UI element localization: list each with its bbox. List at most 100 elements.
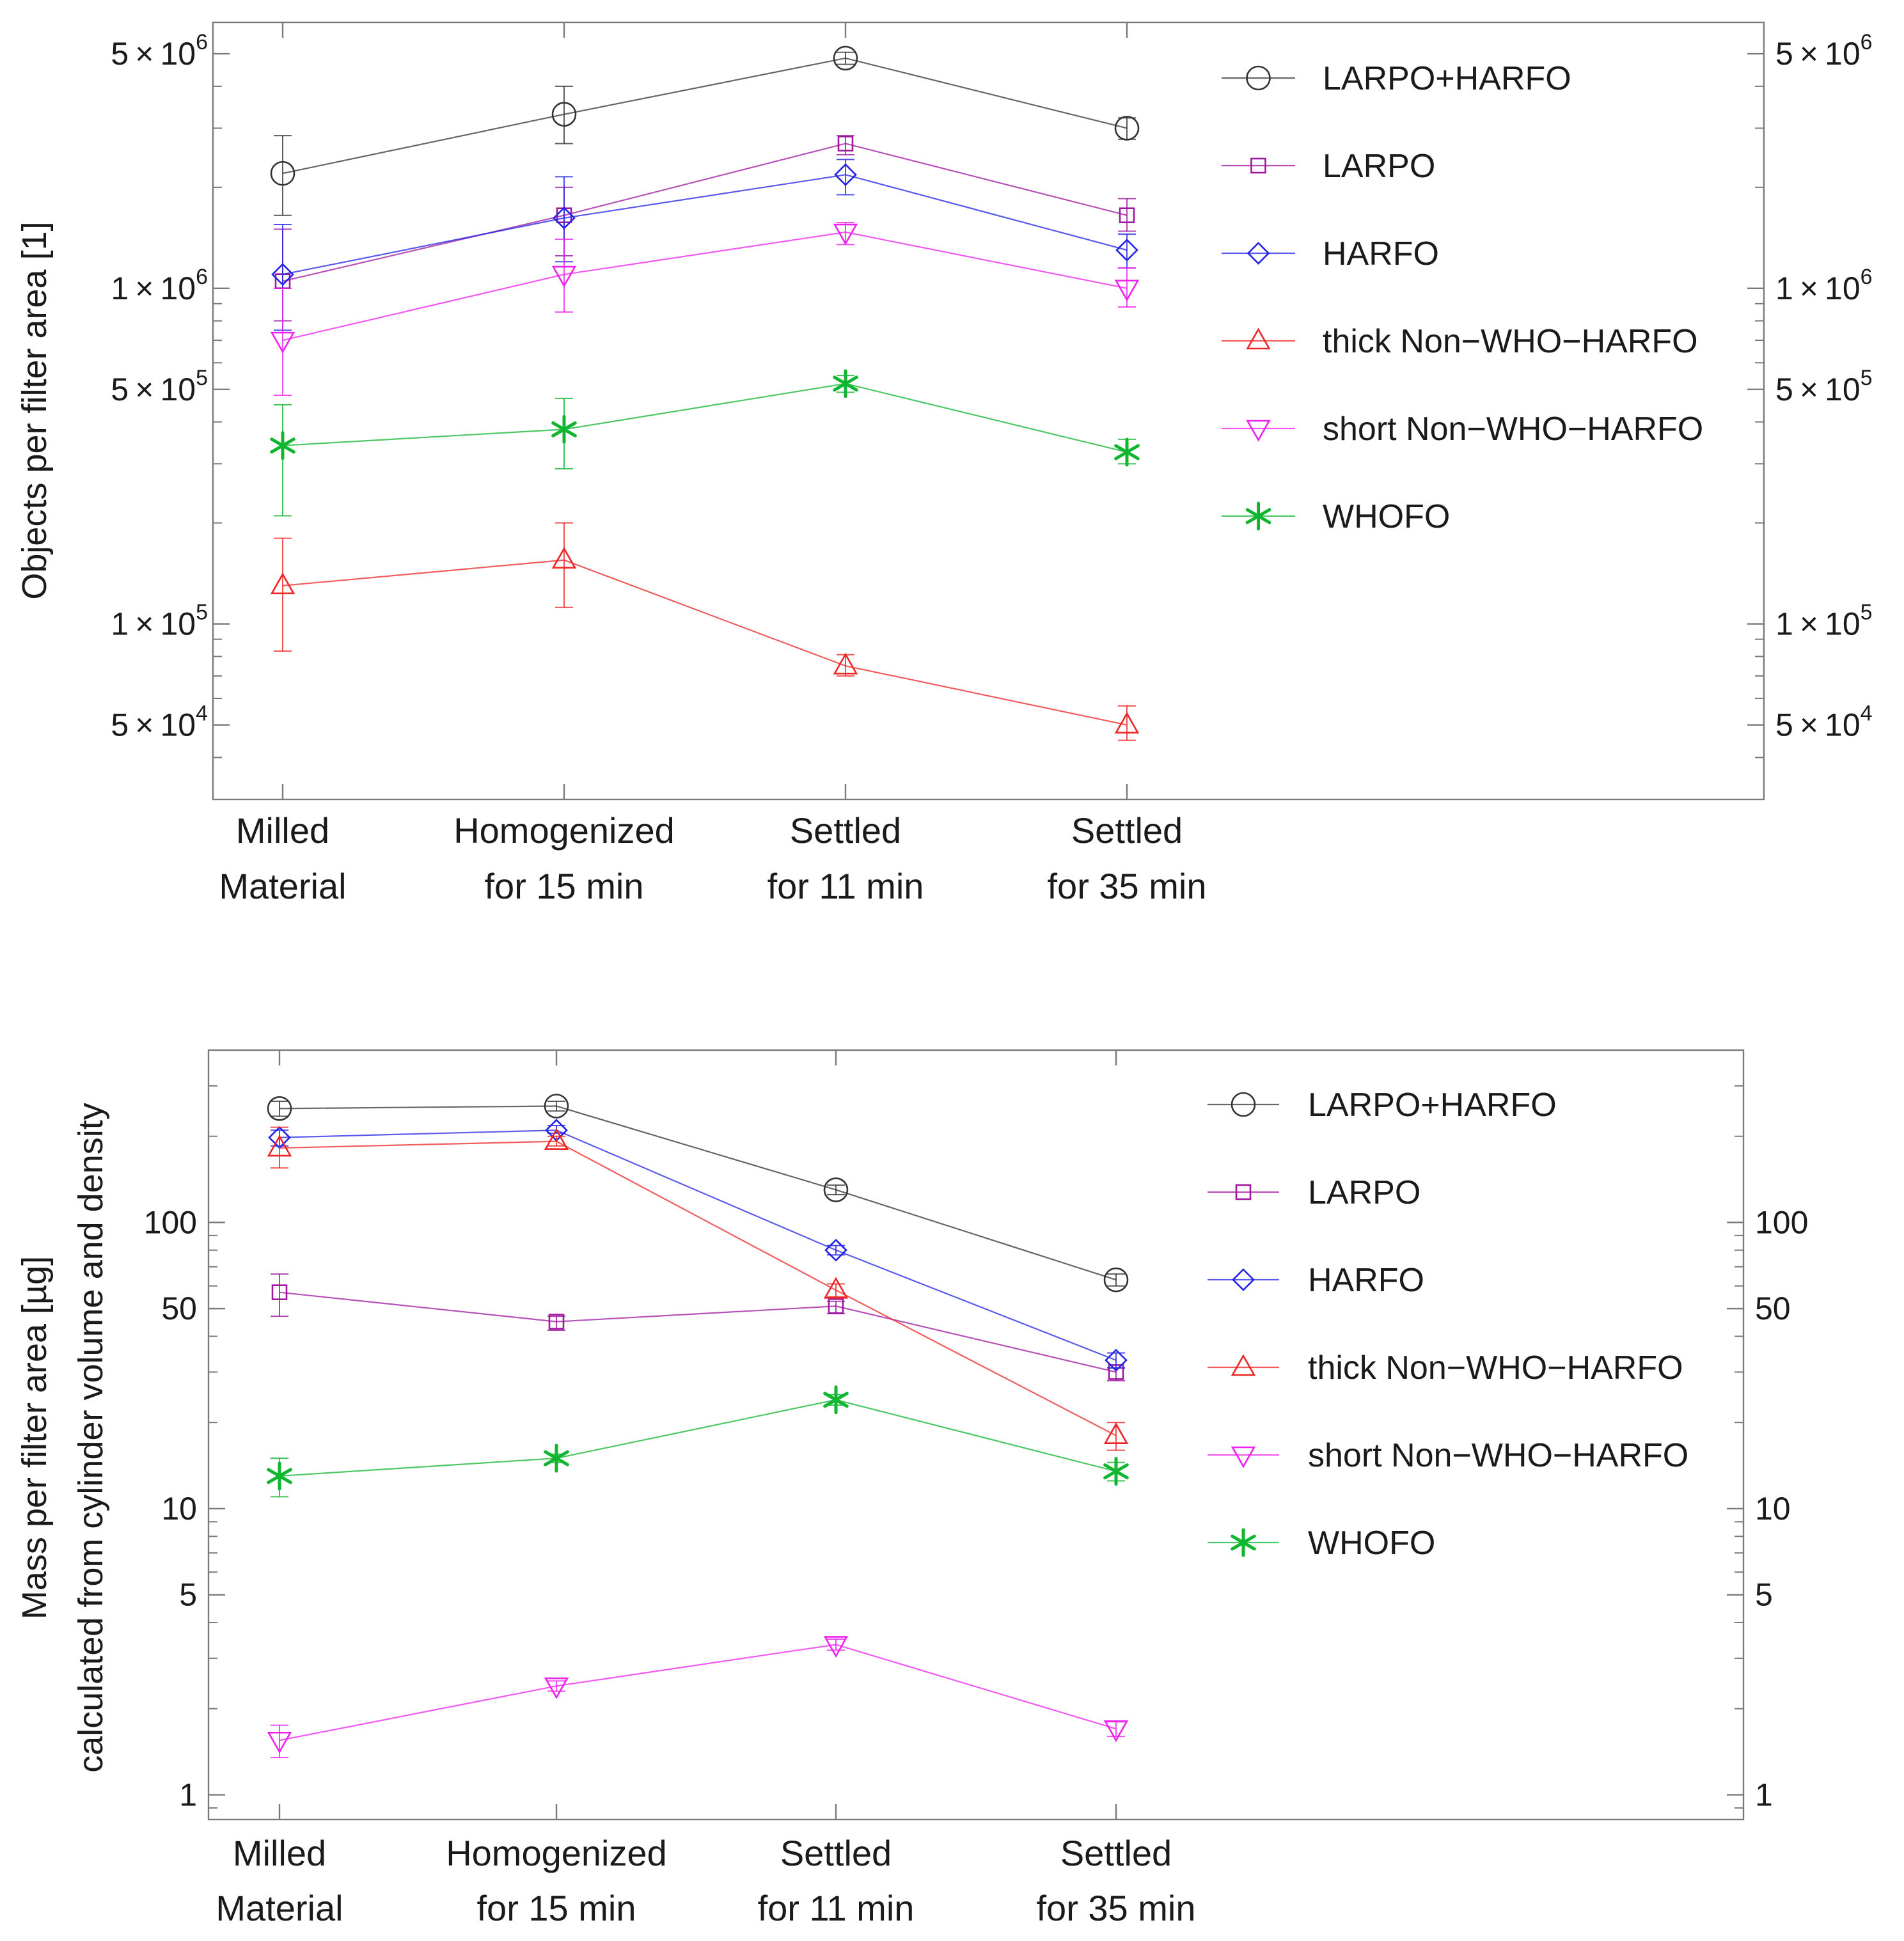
data-point (828, 1298, 844, 1314)
data-point (551, 102, 577, 127)
y-tick-label-left: 5 (179, 1577, 197, 1613)
series-line-thick-non-who-harfo (279, 1140, 1117, 1436)
legend: LARPO+HARFO LARPO HARFO thick Non−WHO−HARFO… (1208, 1087, 1688, 1562)
series-whofo (270, 369, 1140, 517)
data-point (553, 207, 576, 230)
x-category-label: for 35 min (1048, 866, 1207, 906)
legend-label: short Non−WHO−HARFO (1308, 1437, 1688, 1474)
data-point (544, 1094, 569, 1119)
x-category-label: for 15 min (477, 1888, 636, 1928)
legend-label: HARFO (1323, 235, 1439, 272)
legend-marker (1246, 420, 1271, 442)
data-point (271, 1284, 288, 1300)
x-category-label: for 11 min (767, 866, 924, 906)
legend-marker (1231, 1092, 1256, 1117)
legend-entry-larpo: LARPO (1222, 148, 1435, 185)
y-tick-label-left: 100 (144, 1204, 197, 1240)
legend-marker (1232, 1268, 1255, 1291)
data-point (823, 1636, 849, 1658)
series-whofo (267, 1385, 1129, 1498)
legend-entry-thick-non-who-harfo: thick Non−WHO−HARFO (1222, 323, 1698, 360)
objects-per-area-chart: 5 × 106 5 × 106 1 × 106 1 × 106 5 × 105 5 × 1… (15, 21, 1873, 906)
legend-label: WHOFO (1323, 498, 1450, 535)
y-tick-label-right: 1 (1755, 1777, 1773, 1812)
y-tick-label-left: 10 (161, 1491, 197, 1527)
series-thick-non-who-harfo (267, 1126, 1129, 1451)
data-point (1114, 711, 1140, 734)
data-point (270, 161, 295, 186)
legend-marker (1246, 327, 1271, 350)
data-point (544, 1128, 569, 1150)
legend-label: LARPO (1308, 1174, 1420, 1211)
legend-label: WHOFO (1308, 1525, 1435, 1562)
series-line-larpo-harfo (279, 1105, 1117, 1281)
data-point (833, 45, 858, 71)
y-tick-label-left: 1 (179, 1777, 197, 1812)
series-line-thick-non-who-harfo (282, 559, 1128, 726)
y-tick-label-right: 5 × 105 (1775, 366, 1873, 407)
y-axis-label: Objects per filter area [1] (15, 221, 54, 599)
series-line-larpo-harfo (282, 57, 1128, 175)
legend: LARPO+HARFO LARPO HARFO thick Non−WHO−HARFO… (1222, 60, 1703, 535)
data-point (1119, 207, 1135, 223)
data-point (1103, 1422, 1129, 1444)
data-point (270, 331, 295, 354)
x-category-label: for 35 min (1037, 1888, 1196, 1928)
data-point (1103, 1267, 1129, 1293)
series-line-larpo (282, 143, 1128, 282)
legend-marker (1245, 501, 1271, 531)
legend-label: LARPO+HARFO (1323, 60, 1571, 97)
legend-marker (1231, 1354, 1256, 1376)
series-thick-non-who-harfo (270, 522, 1140, 741)
data-point (267, 1135, 292, 1157)
data-point (544, 1677, 569, 1699)
x-category-label: Material (216, 1888, 343, 1928)
legend-entry-short-non-who-harfo: short Non−WHO−HARFO (1208, 1437, 1688, 1474)
y-tick-label-right: 50 (1755, 1291, 1791, 1326)
y-tick-label-left: 1 × 105 (111, 601, 208, 642)
data-point (823, 1277, 849, 1299)
series-short-non-who-harfo (267, 1636, 1129, 1759)
data-point (823, 1385, 849, 1415)
x-category-label: Material (219, 866, 346, 906)
y-tick-label-right: 5 × 106 (1775, 30, 1873, 72)
series-line-short-non-who-harfo (279, 1644, 1117, 1741)
y-tick-label-left: 1 × 106 (111, 265, 208, 306)
x-category-label: Milled (236, 810, 329, 851)
legend-entry-whofo: WHOFO (1208, 1525, 1435, 1562)
legend-entry-harfo: HARFO (1208, 1262, 1424, 1299)
x-category-label: Settled (1060, 1833, 1172, 1873)
x-category-label: Settled (1071, 810, 1183, 851)
x-category-label: Settled (790, 810, 901, 851)
data-point (1114, 437, 1140, 467)
data-point (1103, 1720, 1129, 1742)
data-point (824, 1238, 847, 1262)
data-point (270, 572, 295, 595)
data-point (551, 265, 577, 288)
data-point (551, 414, 577, 444)
y-tick-label-left: 50 (161, 1291, 197, 1326)
y-tick-label-right: 10 (1755, 1491, 1791, 1527)
x-category-label: Homogenized (446, 1833, 667, 1873)
legend-marker (1250, 157, 1266, 174)
series-line-harfo (282, 174, 1128, 276)
legend-marker (1246, 65, 1271, 91)
x-category-label: Settled (780, 1833, 892, 1873)
y-axis-label: Mass per filter area [µg] (15, 1256, 54, 1619)
legend-marker (1235, 1184, 1252, 1200)
legend-label: thick Non−WHO−HARFO (1323, 323, 1698, 360)
legend-entry-larpo-harfo: LARPO+HARFO (1222, 60, 1571, 97)
data-point (1105, 1349, 1128, 1372)
y-tick-label-left: 5 × 106 (111, 30, 208, 72)
data-point (267, 1731, 292, 1754)
legend-entry-whofo: WHOFO (1222, 498, 1450, 535)
mass-per-area-chart: 100 100 50 50 10 10 5 5 1 1 Milled Material Homogeni… (15, 1049, 1808, 1928)
y-tick-label-right: 1 × 105 (1775, 601, 1873, 642)
data-point (837, 136, 854, 152)
data-point (823, 1177, 849, 1202)
legend-label: LARPO+HARFO (1308, 1087, 1557, 1124)
legend-marker (1231, 1528, 1256, 1557)
data-point (833, 652, 858, 675)
x-category-label: for 15 min (485, 866, 644, 906)
series-short-non-who-harfo (270, 222, 1140, 397)
